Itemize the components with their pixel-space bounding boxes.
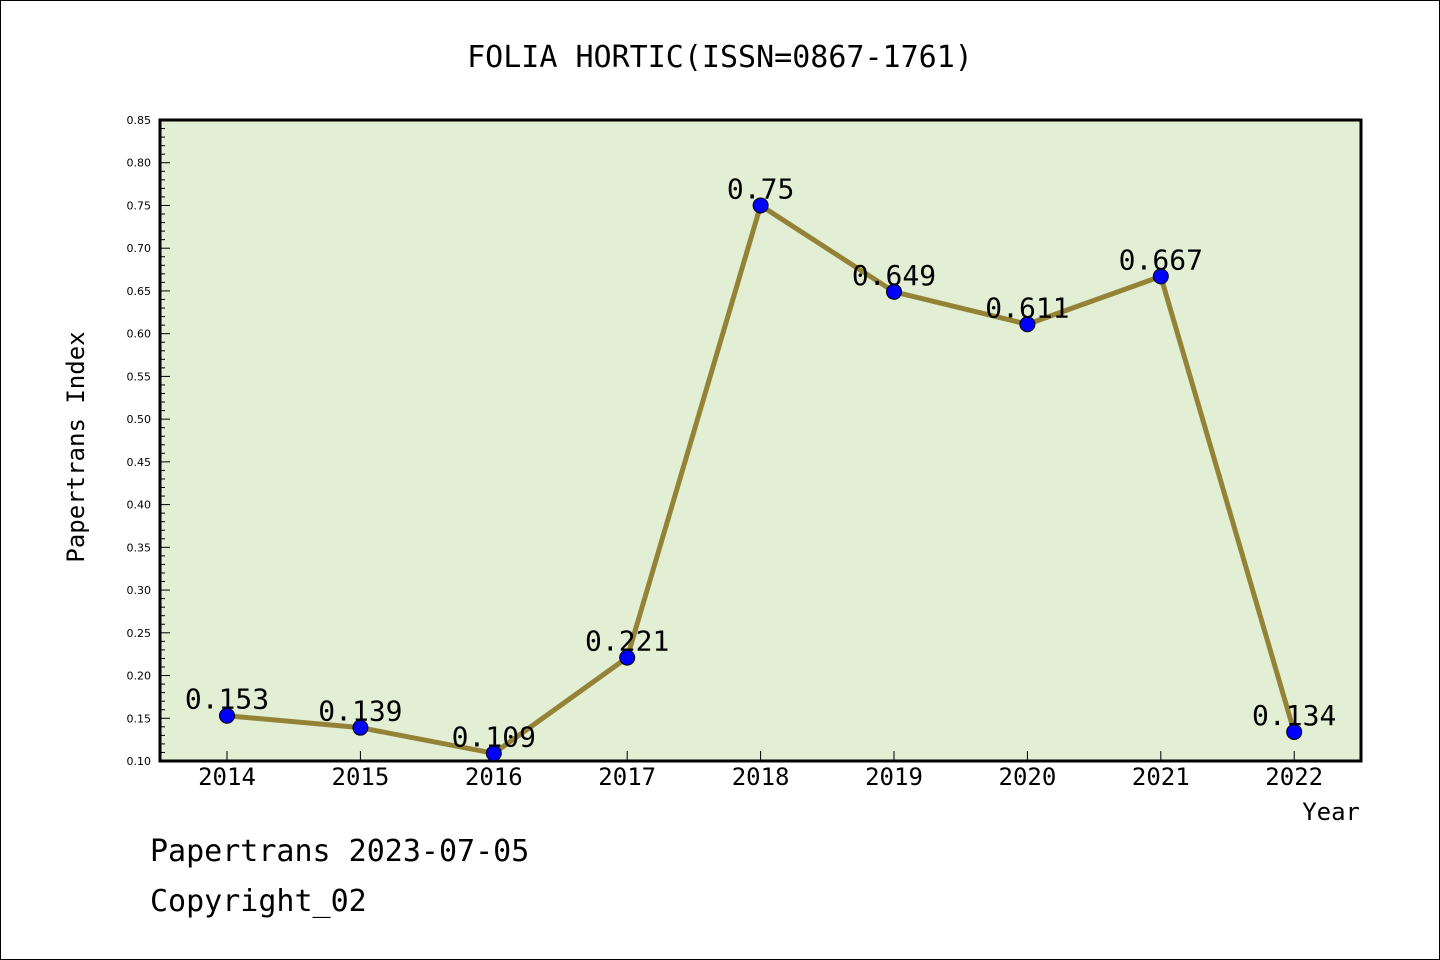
- x-tick-label: 2015: [332, 763, 390, 791]
- y-axis-label: Papertrans Index: [62, 331, 90, 562]
- data-point: [886, 283, 902, 300]
- y-tick-label: 0.70: [127, 242, 152, 255]
- data-point: [1152, 268, 1169, 285]
- y-tick-label: 0.30: [127, 584, 152, 597]
- data-label: 0.221: [585, 625, 669, 658]
- data-label: 0.75: [727, 172, 794, 205]
- x-tick-label: 2017: [598, 763, 656, 791]
- data-label: 0.134: [1252, 699, 1336, 732]
- data-label: 0.667: [1119, 243, 1203, 276]
- y-tick-label: 0.35: [127, 541, 152, 554]
- y-tick-label: 0.50: [127, 413, 152, 426]
- plot-area: [158, 118, 1363, 763]
- y-tick-label: 0.10: [127, 755, 152, 768]
- y-tick-label: 0.80: [127, 157, 152, 170]
- x-tick-label: 2022: [1265, 763, 1323, 791]
- data-label: 0.611: [985, 291, 1069, 324]
- x-axis-label: Year: [1302, 798, 1360, 826]
- x-tick-label: 2016: [465, 763, 523, 791]
- x-tick-label: 2018: [732, 763, 790, 791]
- data-point: [752, 197, 769, 214]
- y-tick-label: 0.60: [127, 328, 152, 341]
- data-point: [352, 719, 369, 736]
- source-date-text: Papertrans 2023-07-05: [150, 834, 530, 869]
- y-tick-label: 0.55: [127, 370, 152, 383]
- y-tick-label: 0.20: [127, 670, 152, 683]
- data-label: 0.649: [852, 259, 936, 292]
- y-tick-label: 0.85: [127, 114, 152, 127]
- copyright-text: Copyright_02: [150, 884, 367, 919]
- data-label: 0.139: [318, 695, 402, 728]
- x-axis: 2014 2015 2016 2017 2018 2019 2020 2021 2022: [198, 751, 1323, 791]
- y-tick-label: 0.45: [127, 456, 152, 469]
- x-tick-label: 2021: [1132, 763, 1190, 791]
- series-layer: [219, 197, 1303, 762]
- data-label: 0.153: [185, 683, 269, 716]
- y-tick-label: 0.75: [127, 199, 152, 212]
- x-tick-label: 2020: [999, 763, 1057, 791]
- y-tick-label: 0.25: [127, 627, 152, 640]
- data-label: 0.109: [452, 720, 536, 753]
- chart-title: FOLIA HORTIC(ISSN=0867-1761): [467, 40, 973, 75]
- data-point: [219, 707, 235, 724]
- data-label-layer: 0.153 0.139 0.109 0.221 0.75 0.649 0.611 0.667 0…: [185, 172, 1336, 753]
- data-point: [485, 745, 502, 762]
- x-tick-label: 2019: [865, 763, 923, 791]
- data-point: [619, 649, 636, 666]
- x-tick-label: 2014: [198, 763, 256, 791]
- data-point: [1019, 316, 1036, 333]
- data-point: [1286, 723, 1303, 740]
- y-axis: 0.10 0.15 0.20 0.25 0.30 0.35 0.40 0.45 0.50 0.55…: [127, 114, 170, 768]
- y-tick-label: 0.65: [127, 285, 152, 298]
- y-tick-label: 0.40: [127, 499, 152, 512]
- y-tick-label: 0.15: [127, 712, 152, 725]
